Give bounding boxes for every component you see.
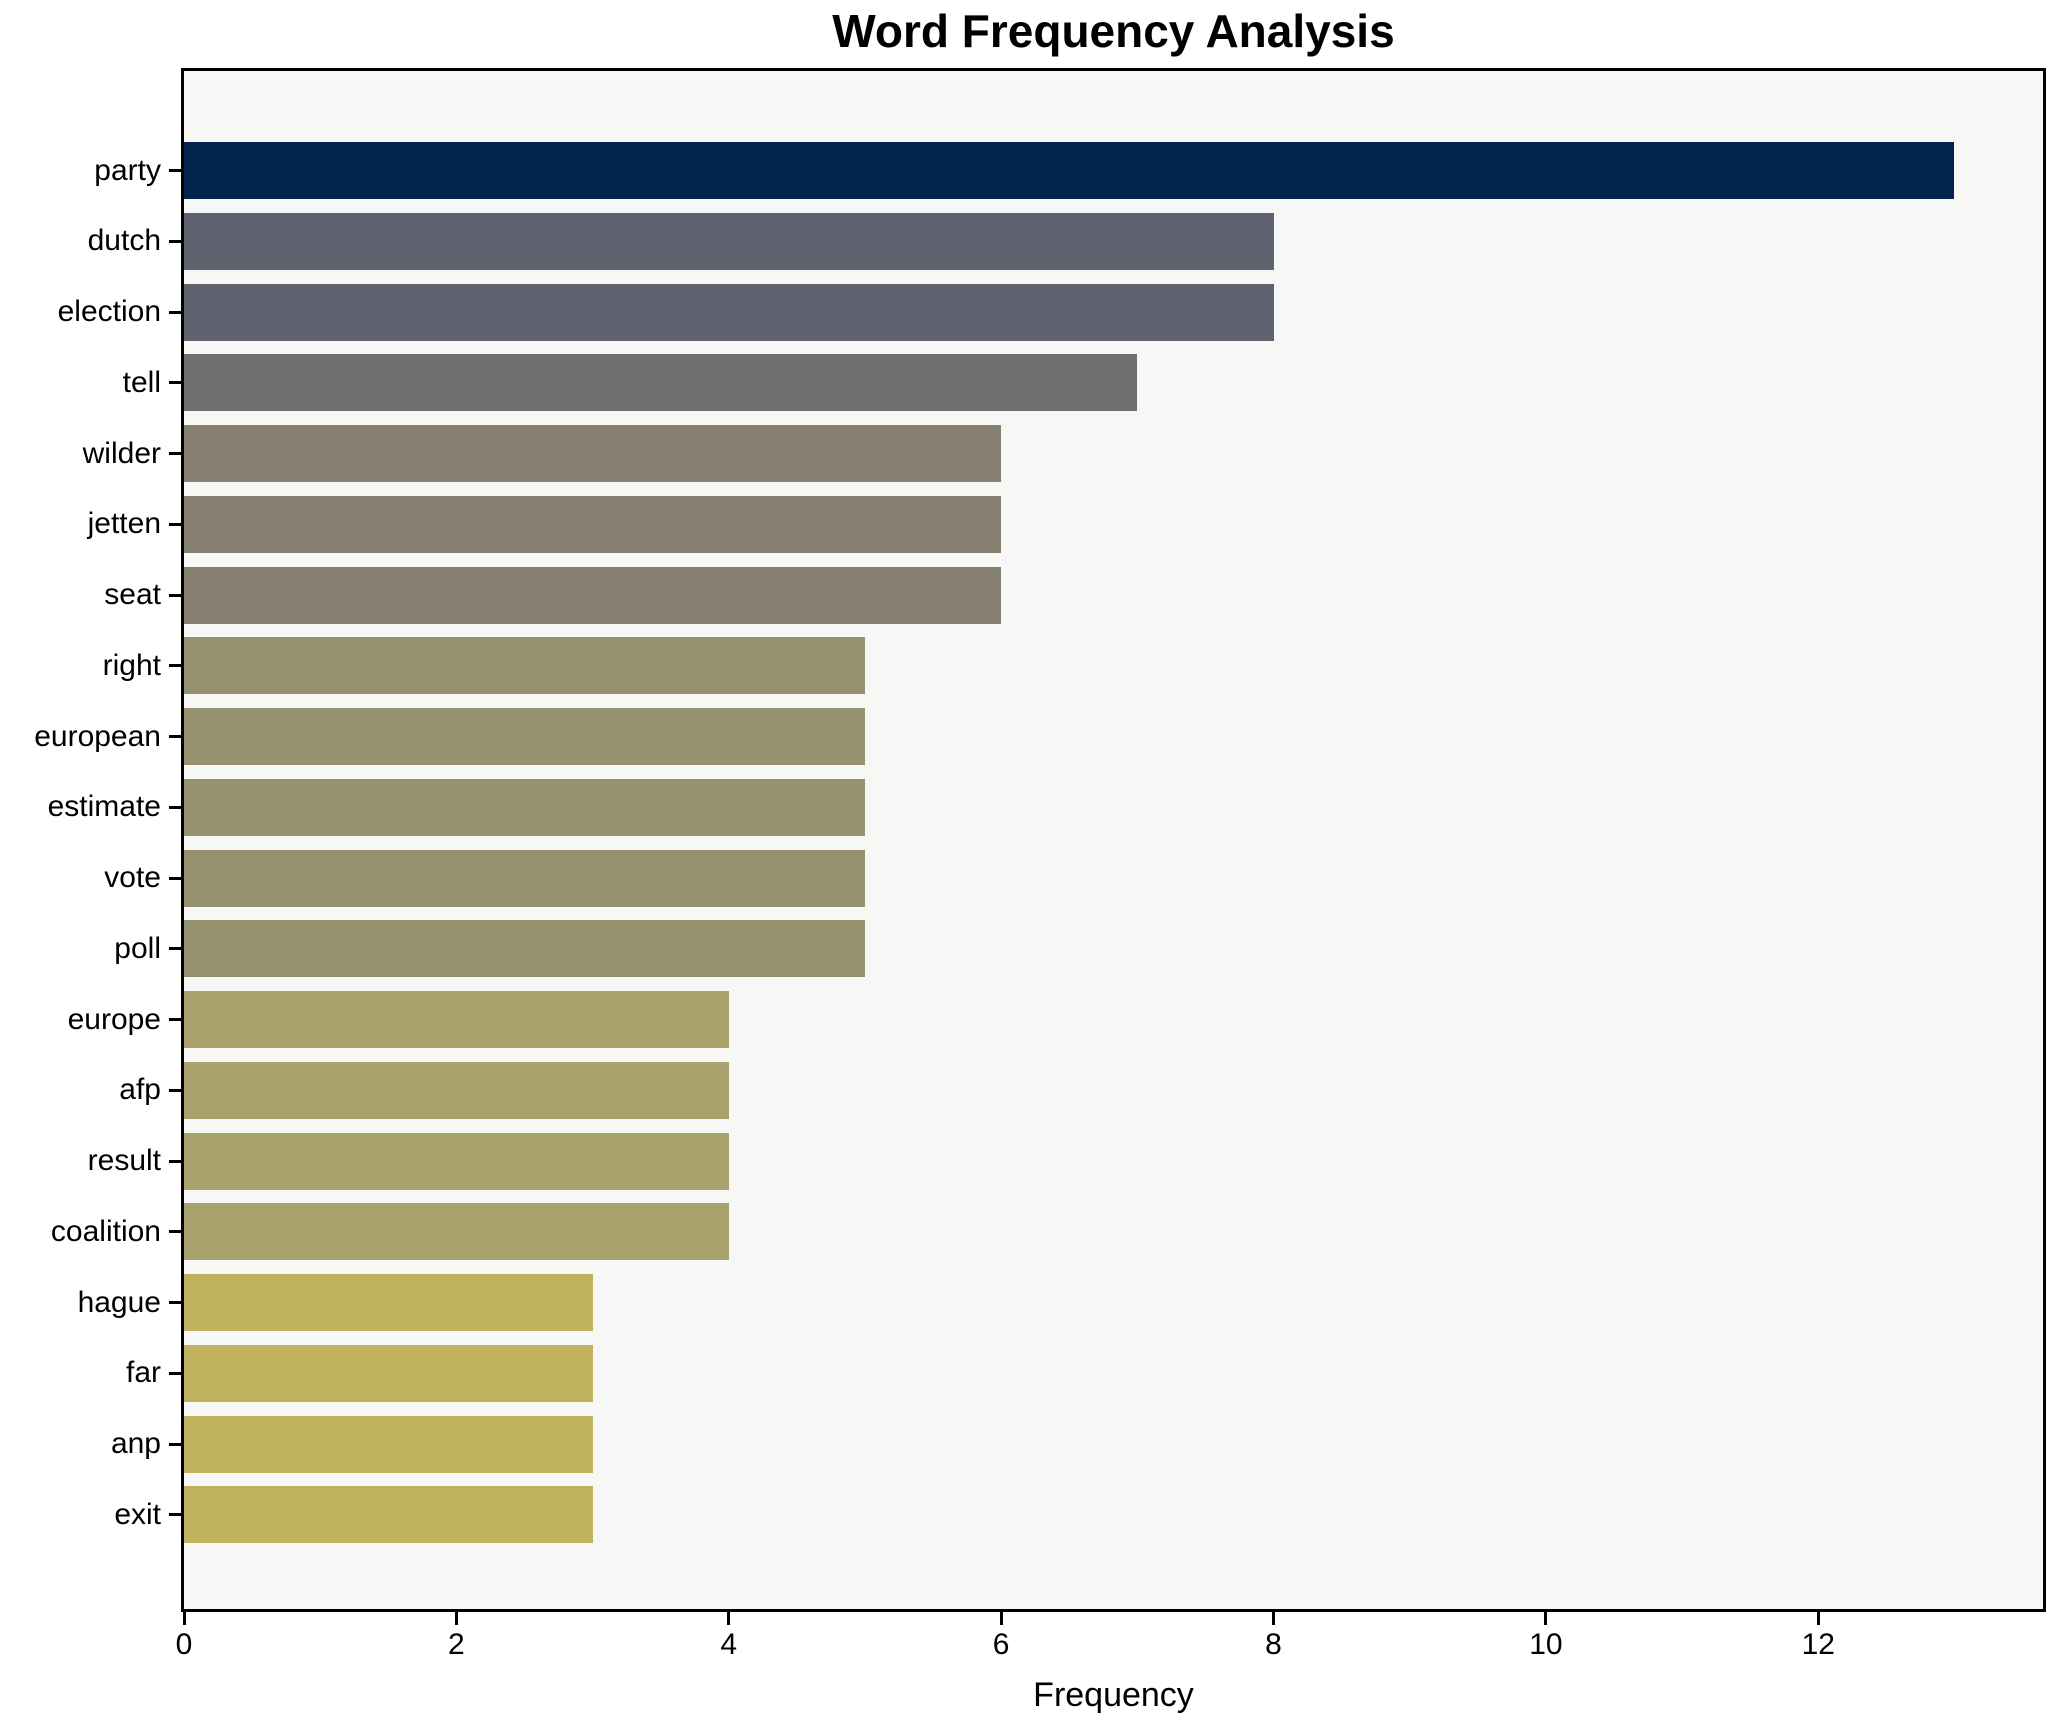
bar-jetten xyxy=(184,495,1002,553)
y-tick-label-far: far xyxy=(125,1356,161,1390)
y-tick-label-dutch: dutch xyxy=(87,224,161,258)
y-tick-mark xyxy=(169,805,181,809)
bar-european xyxy=(184,708,865,765)
y-tick-mark xyxy=(169,1088,181,1092)
y-tick-label-election: election xyxy=(57,295,161,328)
y-tick-mark xyxy=(169,1442,181,1446)
bar-dutch xyxy=(184,212,1274,270)
y-tick-label-jetten: jetten xyxy=(87,507,161,541)
x-tick-label-0: 0 xyxy=(175,1628,193,1661)
x-tick-label-10: 10 xyxy=(1529,1628,1563,1661)
y-tick-label-estimate: estimate xyxy=(47,790,161,824)
y-tick-mark xyxy=(169,310,181,314)
y-tick-mark xyxy=(169,1018,181,1021)
bar-tell xyxy=(184,354,1138,412)
y-tick-mark xyxy=(169,1371,181,1375)
y-tick-label-hague: hague xyxy=(77,1285,161,1319)
bar-seat xyxy=(184,566,1002,624)
x-tick-label-2: 2 xyxy=(448,1628,465,1661)
y-tick-label-anp: anp xyxy=(110,1427,161,1460)
y-tick-mark xyxy=(169,381,181,385)
y-tick-label-wilder: wilder xyxy=(82,436,161,470)
bar-coalition xyxy=(184,1203,729,1261)
y-tick-mark xyxy=(169,522,181,526)
bar-europe xyxy=(184,991,729,1048)
y-tick-mark xyxy=(169,664,181,668)
y-tick-label-exit: exit xyxy=(114,1497,161,1531)
bar-wilder xyxy=(184,425,1002,482)
y-tick-label-result: result xyxy=(87,1144,161,1177)
y-tick-mark xyxy=(169,593,181,597)
x-tick-label-6: 6 xyxy=(992,1628,1010,1661)
y-tick-mark xyxy=(169,1301,181,1304)
y-tick-label-poll: poll xyxy=(114,931,161,965)
y-tick-mark xyxy=(169,169,181,172)
bar-vote xyxy=(184,849,865,907)
y-tick-label-afp: afp xyxy=(119,1073,161,1107)
chart-title: Word Frequency Analysis xyxy=(832,5,1395,57)
x-tick-mark xyxy=(1272,1612,1276,1625)
bar-far xyxy=(184,1344,593,1402)
y-tick-label-coalition: coalition xyxy=(50,1214,161,1248)
x-tick-mark xyxy=(182,1612,186,1625)
y-tick-mark xyxy=(169,1230,181,1234)
y-tick-mark xyxy=(169,947,181,951)
y-tick-label-party: party xyxy=(94,153,161,187)
bar-hague xyxy=(184,1274,593,1331)
y-tick-label-right: right xyxy=(102,648,161,682)
x-axis-title: Frequency xyxy=(1033,1676,1194,1714)
x-tick-label-4: 4 xyxy=(720,1628,738,1661)
y-tick-label-vote: vote xyxy=(104,861,161,894)
bar-party xyxy=(184,142,1955,199)
bar-result xyxy=(184,1132,729,1190)
x-tick-mark xyxy=(454,1612,458,1625)
y-tick-label-europe: europe xyxy=(67,1002,161,1036)
bar-right xyxy=(184,637,865,695)
x-tick-mark xyxy=(1816,1612,1820,1625)
x-tick-mark xyxy=(999,1612,1003,1625)
y-tick-mark xyxy=(169,452,181,455)
plot-area xyxy=(181,68,2046,1612)
bar-exit xyxy=(184,1486,593,1544)
bar-estimate xyxy=(184,778,865,836)
y-tick-label-european: european xyxy=(34,719,161,753)
x-tick-label-12: 12 xyxy=(1801,1628,1835,1661)
x-tick-label-8: 8 xyxy=(1265,1628,1282,1661)
bar-poll xyxy=(184,920,865,978)
x-tick-mark xyxy=(727,1612,731,1625)
y-tick-mark xyxy=(169,239,181,243)
bar-election xyxy=(184,283,1274,341)
y-tick-mark xyxy=(169,735,181,738)
y-tick-mark xyxy=(169,1159,181,1163)
y-tick-label-tell: tell xyxy=(122,365,161,399)
y-tick-label-seat: seat xyxy=(104,578,161,611)
x-tick-mark xyxy=(1544,1612,1548,1625)
bar-anp xyxy=(184,1415,593,1473)
y-tick-mark xyxy=(169,1513,181,1517)
bar-afp xyxy=(184,1061,729,1119)
y-tick-mark xyxy=(169,876,181,880)
